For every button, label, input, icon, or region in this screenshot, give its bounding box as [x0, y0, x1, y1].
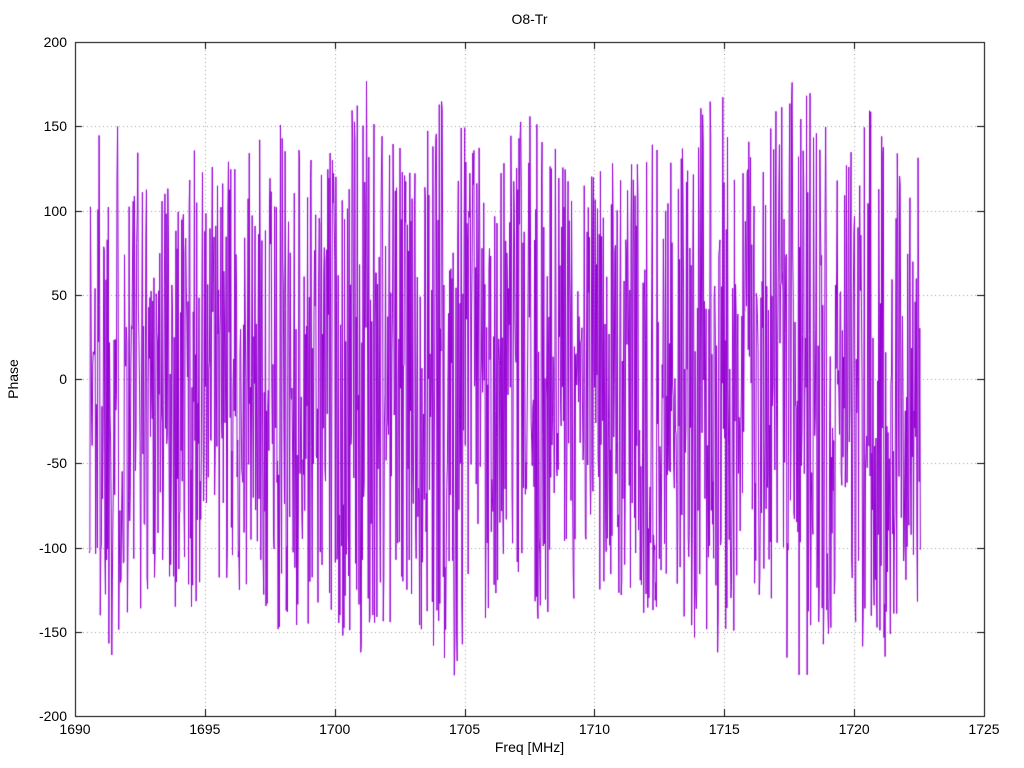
y-tick-label: 100: [43, 202, 67, 219]
y-tick-label: -100: [38, 539, 67, 556]
x-tick-label: 1700: [319, 721, 351, 737]
x-tick-label: 1710: [578, 721, 610, 737]
y-tick-label: -200: [38, 708, 67, 724]
y-tick-label: 200: [43, 34, 67, 50]
x-tick-label: 1715: [708, 721, 740, 737]
x-tick-label: 1705: [448, 721, 481, 737]
x-axis-label: Freq [MHz]: [494, 739, 565, 755]
y-tick-label: 0: [59, 371, 67, 387]
y-tick-label: -50: [46, 455, 67, 472]
x-tick-label: 1695: [189, 721, 221, 737]
x-tick-label: 1720: [838, 721, 870, 737]
x-tick-label: 1725: [968, 721, 1000, 737]
y-tick-label: 50: [51, 286, 67, 303]
chart-title: O8-Tr: [511, 11, 548, 27]
y-tick-label: 150: [43, 118, 67, 135]
x-tick-label: 1690: [59, 721, 91, 737]
y-tick-label: -150: [38, 623, 67, 640]
y-axis-label: Phase: [5, 359, 21, 399]
